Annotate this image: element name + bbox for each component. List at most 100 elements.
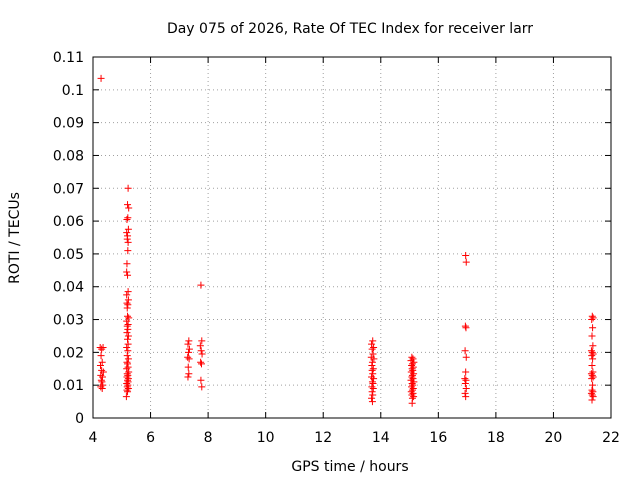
data-point	[369, 350, 377, 358]
data-point	[197, 347, 205, 355]
data-point	[123, 343, 131, 351]
data-point	[462, 376, 470, 384]
data-point	[123, 215, 131, 223]
data-point	[409, 389, 417, 397]
data-point	[124, 214, 132, 222]
data-point	[123, 373, 131, 381]
data-point	[122, 393, 130, 401]
data-point	[462, 252, 470, 260]
data-point	[98, 345, 106, 353]
data-point	[97, 371, 105, 379]
data-point	[589, 381, 597, 389]
data-point	[461, 322, 469, 330]
data-point	[462, 368, 470, 376]
y-tick-label: 0.07	[53, 181, 84, 197]
data-point	[368, 378, 376, 386]
data-point	[587, 389, 595, 397]
data-point	[124, 332, 132, 340]
data-point	[589, 373, 597, 381]
data-point	[197, 376, 205, 384]
data-point	[185, 370, 193, 378]
data-point	[123, 317, 131, 325]
data-point	[461, 347, 469, 355]
x-tick-label: 18	[487, 430, 505, 446]
data-point	[124, 312, 132, 320]
data-point	[588, 348, 596, 356]
data-point	[197, 358, 205, 366]
data-point	[123, 229, 131, 237]
data-point	[462, 384, 470, 392]
data-point	[589, 342, 597, 350]
data-point	[589, 314, 597, 322]
y-axis-label: ROTI / TECUs	[7, 192, 23, 284]
data-point	[588, 352, 596, 360]
data-point	[123, 329, 131, 337]
data-point	[185, 337, 193, 345]
y-tick-label: 0.05	[53, 247, 84, 263]
y-tick-label: 0.02	[53, 345, 84, 361]
data-point	[97, 352, 105, 360]
x-tick-label: 4	[89, 430, 98, 446]
y-tick-label: 0	[75, 411, 84, 427]
x-tick-label: 20	[545, 430, 563, 446]
data-point	[124, 388, 132, 396]
data-point	[124, 247, 132, 255]
data-point	[369, 370, 377, 378]
data-point	[98, 366, 106, 374]
data-point	[368, 345, 376, 353]
data-point	[124, 335, 132, 343]
data-point	[408, 361, 416, 369]
data-point	[124, 347, 132, 355]
data-point	[589, 355, 597, 363]
data-point	[197, 281, 205, 289]
y-tick-label: 0.06	[53, 214, 84, 230]
data-point	[98, 373, 106, 381]
data-point	[184, 373, 192, 381]
data-point	[408, 353, 416, 361]
data-point	[184, 353, 192, 361]
data-point	[185, 345, 193, 353]
data-point	[410, 370, 418, 378]
y-tick-label: 0.08	[53, 148, 84, 164]
data-point	[588, 312, 596, 320]
data-point	[184, 363, 192, 371]
data-point	[124, 238, 132, 246]
y-tick-labels: 0 0.01 0.02 0.03 0.04 0.05 0.06 0.07 0.08 0.09 0.1…	[53, 50, 84, 427]
data-point	[123, 358, 131, 366]
y-tick-label: 0.04	[53, 280, 84, 296]
data-point	[588, 375, 596, 383]
data-point	[368, 388, 376, 396]
x-tick-label: 6	[146, 430, 155, 446]
data-point	[407, 357, 415, 365]
data-point	[124, 381, 132, 389]
data-point	[98, 378, 106, 386]
x-tick-label: 8	[204, 430, 213, 446]
data-point	[368, 358, 376, 366]
data-point	[461, 389, 469, 397]
data-point	[124, 288, 132, 296]
data-point	[408, 386, 416, 394]
data-point	[124, 301, 132, 309]
data-point	[589, 393, 597, 401]
data-point	[461, 375, 469, 383]
data-point	[96, 361, 104, 369]
data-point	[97, 74, 105, 82]
data-point	[370, 375, 378, 383]
x-tick-label: 12	[314, 430, 332, 446]
y-tick-label: 0.09	[53, 116, 84, 132]
data-point	[588, 361, 596, 369]
data-point	[369, 384, 377, 392]
y-tick-label: 0.1	[62, 83, 84, 99]
data-point	[124, 340, 132, 348]
data-point	[185, 348, 193, 356]
x-tick-labels: 4 6 8 10 12 14 16 18 20 22	[89, 430, 620, 446]
data-point	[196, 342, 204, 350]
data-point	[124, 384, 132, 392]
data-point	[124, 325, 132, 333]
data-point	[407, 376, 415, 384]
data-point	[123, 304, 131, 312]
data-point	[588, 371, 596, 379]
data-point	[123, 291, 131, 299]
x-tick-label: 14	[372, 430, 390, 446]
